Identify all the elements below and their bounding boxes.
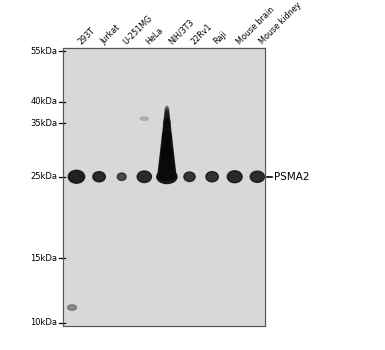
- Ellipse shape: [160, 155, 174, 162]
- Ellipse shape: [165, 106, 169, 114]
- Ellipse shape: [117, 173, 126, 181]
- Ellipse shape: [159, 164, 175, 171]
- Ellipse shape: [161, 143, 173, 150]
- Text: 25kDa: 25kDa: [30, 172, 57, 181]
- Ellipse shape: [163, 125, 171, 132]
- Ellipse shape: [164, 116, 169, 123]
- Text: 22Rv1: 22Rv1: [189, 22, 214, 46]
- Bar: [63, 48, 265, 326]
- Ellipse shape: [165, 111, 169, 118]
- Ellipse shape: [157, 170, 177, 183]
- Text: HeLa: HeLa: [144, 25, 165, 46]
- Text: 40kDa: 40kDa: [30, 97, 57, 106]
- Ellipse shape: [161, 145, 173, 153]
- Ellipse shape: [162, 129, 171, 137]
- Ellipse shape: [163, 127, 171, 134]
- Text: 10kDa: 10kDa: [30, 318, 57, 327]
- Text: Jurkat: Jurkat: [99, 23, 122, 46]
- Ellipse shape: [162, 132, 171, 139]
- Ellipse shape: [162, 136, 172, 144]
- Ellipse shape: [164, 113, 169, 121]
- Ellipse shape: [160, 152, 174, 160]
- Ellipse shape: [164, 118, 170, 128]
- Ellipse shape: [161, 145, 172, 161]
- Ellipse shape: [161, 141, 172, 148]
- Ellipse shape: [163, 122, 171, 130]
- Text: 35kDa: 35kDa: [30, 119, 57, 128]
- Ellipse shape: [162, 139, 172, 146]
- Text: U-251MG: U-251MG: [122, 13, 154, 46]
- Ellipse shape: [137, 171, 151, 182]
- Ellipse shape: [68, 305, 77, 310]
- Text: 293T: 293T: [77, 26, 97, 46]
- Ellipse shape: [93, 172, 105, 182]
- Ellipse shape: [159, 161, 175, 169]
- Text: PSMA2: PSMA2: [274, 172, 309, 182]
- Ellipse shape: [162, 134, 172, 141]
- Text: NIH/3T3: NIH/3T3: [167, 18, 196, 46]
- Ellipse shape: [206, 172, 218, 182]
- Ellipse shape: [158, 171, 176, 178]
- Ellipse shape: [158, 173, 176, 181]
- Text: Mouse kidney: Mouse kidney: [257, 0, 303, 46]
- Ellipse shape: [158, 168, 176, 176]
- Ellipse shape: [184, 172, 195, 182]
- Ellipse shape: [159, 159, 174, 167]
- Ellipse shape: [161, 148, 173, 155]
- Text: Mouse brain: Mouse brain: [235, 5, 276, 46]
- Ellipse shape: [159, 166, 175, 174]
- Ellipse shape: [162, 131, 171, 144]
- Ellipse shape: [140, 117, 149, 120]
- Ellipse shape: [164, 120, 170, 128]
- Ellipse shape: [250, 171, 264, 182]
- Text: 15kDa: 15kDa: [30, 254, 57, 262]
- Ellipse shape: [159, 157, 174, 164]
- Ellipse shape: [160, 150, 174, 158]
- Text: Raji: Raji: [212, 29, 229, 46]
- Text: 55kDa: 55kDa: [30, 47, 57, 56]
- Ellipse shape: [68, 170, 85, 183]
- Ellipse shape: [164, 118, 170, 125]
- Ellipse shape: [165, 108, 169, 116]
- Ellipse shape: [227, 171, 242, 183]
